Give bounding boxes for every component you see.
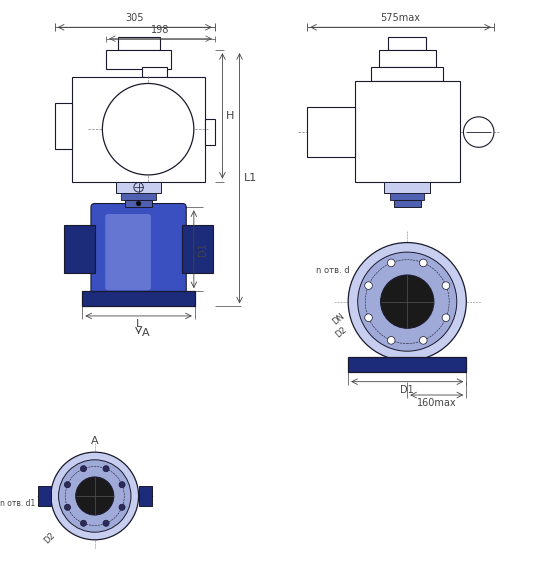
Bar bbox=[142, 67, 167, 77]
Circle shape bbox=[380, 275, 434, 328]
Bar bbox=[55, 104, 72, 149]
Text: L: L bbox=[135, 319, 142, 329]
Circle shape bbox=[364, 282, 372, 289]
Text: H: H bbox=[226, 111, 234, 121]
Bar bbox=[72, 77, 205, 181]
Text: L1: L1 bbox=[243, 173, 257, 183]
Bar bbox=[38, 486, 51, 506]
Bar bbox=[379, 50, 436, 67]
Bar bbox=[139, 486, 152, 506]
FancyBboxPatch shape bbox=[91, 204, 186, 295]
Bar bbox=[205, 119, 215, 145]
Bar bbox=[394, 200, 421, 207]
Bar bbox=[106, 50, 171, 69]
Circle shape bbox=[420, 336, 427, 344]
Circle shape bbox=[348, 243, 466, 361]
FancyBboxPatch shape bbox=[105, 214, 151, 290]
Circle shape bbox=[388, 336, 395, 344]
Bar bbox=[348, 357, 466, 372]
Circle shape bbox=[59, 460, 131, 532]
Text: A: A bbox=[142, 328, 150, 338]
Bar bbox=[125, 200, 152, 207]
Text: 575max: 575max bbox=[380, 13, 421, 22]
Circle shape bbox=[103, 520, 109, 526]
Bar bbox=[182, 225, 213, 273]
Bar bbox=[388, 37, 426, 50]
Text: D2: D2 bbox=[42, 531, 56, 546]
Circle shape bbox=[103, 466, 109, 472]
Circle shape bbox=[463, 117, 494, 148]
Bar bbox=[122, 193, 156, 200]
Text: D2: D2 bbox=[333, 325, 348, 339]
Bar bbox=[384, 181, 430, 193]
Text: n отв. d: n отв. d bbox=[316, 266, 350, 275]
Circle shape bbox=[80, 520, 86, 526]
Text: 160max: 160max bbox=[417, 398, 457, 408]
Circle shape bbox=[65, 505, 71, 510]
Circle shape bbox=[358, 252, 457, 351]
Bar bbox=[355, 81, 460, 181]
Text: D1: D1 bbox=[197, 243, 207, 256]
Text: 305: 305 bbox=[126, 13, 144, 22]
Circle shape bbox=[119, 482, 125, 488]
Circle shape bbox=[136, 201, 141, 206]
Circle shape bbox=[388, 259, 395, 267]
Bar bbox=[118, 37, 160, 50]
Circle shape bbox=[364, 314, 372, 321]
Bar bbox=[116, 181, 161, 193]
Circle shape bbox=[442, 282, 450, 289]
Circle shape bbox=[65, 482, 71, 488]
Circle shape bbox=[420, 259, 427, 267]
Bar bbox=[307, 108, 355, 157]
Circle shape bbox=[119, 505, 125, 510]
Text: D1: D1 bbox=[400, 384, 414, 395]
Text: 198: 198 bbox=[152, 25, 170, 35]
Bar bbox=[371, 67, 444, 81]
Circle shape bbox=[51, 452, 139, 540]
Circle shape bbox=[76, 477, 114, 515]
Text: n отв. d1: n отв. d1 bbox=[1, 499, 36, 508]
Bar bbox=[64, 225, 95, 273]
Bar bbox=[390, 193, 424, 200]
Bar bbox=[82, 291, 195, 307]
Text: A: A bbox=[91, 436, 98, 447]
Circle shape bbox=[102, 84, 194, 175]
Circle shape bbox=[80, 466, 86, 472]
Circle shape bbox=[442, 314, 450, 321]
Text: DN: DN bbox=[331, 311, 346, 327]
